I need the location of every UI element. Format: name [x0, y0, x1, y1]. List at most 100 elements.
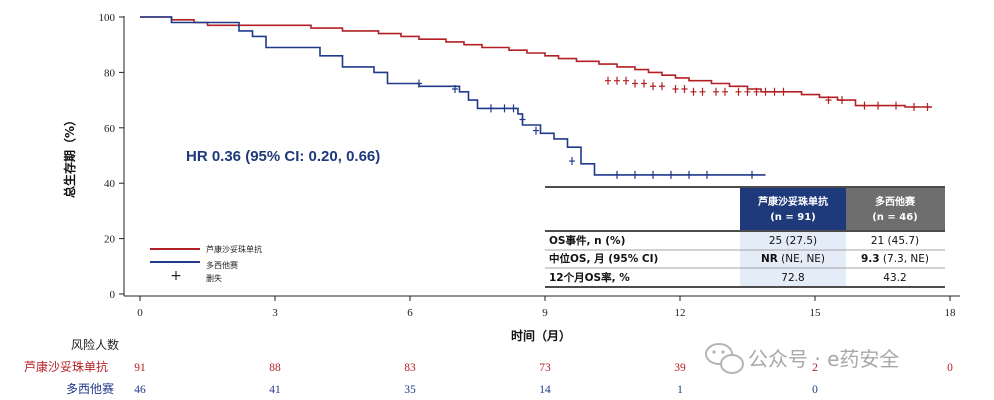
y-tick-label-4: 80 [104, 67, 116, 79]
table-row-1-b-rest: (7.3, NE) [880, 253, 929, 265]
censor-mark-1-10 [650, 170, 656, 179]
censor-mark-1-8 [614, 170, 620, 179]
censor-mark-0-7 [672, 85, 679, 94]
censor-mark-0-10 [699, 87, 706, 96]
censor-mark-1-12 [686, 170, 692, 179]
censor-mark-1-9 [632, 170, 638, 179]
table-row-1-b-bold: 9.3 [861, 253, 880, 265]
censor-mark-1-11 [668, 170, 674, 179]
table-row-0-label: OS事件, n (%) [549, 234, 625, 247]
censor-mark-0-2 [623, 76, 629, 85]
table-row-0-b: 21 (45.7) [871, 235, 919, 247]
risk-value-0-1: 88 [269, 362, 281, 374]
censor-mark-0-4 [641, 79, 647, 88]
table-row-2-label: 12个月OS率, % [549, 271, 630, 284]
risk-value-0-2: 83 [404, 362, 416, 374]
censor-mark-0-19 [825, 96, 832, 105]
table-row-1-a: NR (NE, NE) [761, 253, 825, 265]
x-tick-label-1: 3 [272, 307, 278, 319]
censor-mark-0-18 [780, 87, 787, 96]
table-header-b-line1: 多西他赛 [875, 195, 916, 208]
risk-table-title: 风险人数 [71, 337, 119, 352]
censor-mark-1-5 [519, 115, 526, 124]
censor-mark-0-15 [753, 87, 760, 96]
series-line-0 [140, 16, 932, 108]
risk-value-1-1: 41 [269, 384, 281, 396]
x-ticks: 0 3 6 9 12 15 18 [137, 296, 956, 319]
y-tick-label-3: 60 [104, 123, 116, 135]
censor-mark-0-16 [762, 87, 769, 96]
watermark-text: 公众号 · e药安全 [748, 347, 899, 371]
censor-mark-0-24 [911, 103, 917, 112]
risk-numbers: 91 88 83 73 39 2 0 46 41 35 14 1 0 [134, 362, 953, 396]
risk-value-1-4: 1 [677, 384, 683, 396]
table-row-1-b: 9.3 (7.3, NE) [861, 253, 929, 265]
y-tick-label-2: 40 [104, 178, 116, 190]
censor-mark-0-20 [839, 96, 845, 105]
x-tick-label-0: 0 [137, 307, 143, 319]
censor-mark-0-11 [713, 87, 719, 96]
y-tick-label-5: 100 [99, 12, 116, 24]
hr-annotation: HR 0.36 (95% CI: 0.20, 0.66) [186, 148, 380, 165]
censor-mark-0-22 [875, 101, 881, 110]
table-row-1-label: 中位OS, 月 (95% CI) [549, 252, 658, 265]
x-tick-label-2: 6 [407, 307, 413, 319]
censor-mark-0-1 [614, 76, 620, 85]
censor-mark-1-3 [501, 104, 508, 113]
y-ticks: 0 20 40 60 80 100 [99, 12, 124, 301]
y-axis-title: 总生存期（%） [62, 114, 77, 198]
y-tick-label-1: 20 [104, 234, 116, 246]
risk-value-1-2: 35 [404, 384, 416, 396]
watermark: 公众号 · e药安全 [705, 343, 899, 374]
table-col-a-bg [740, 232, 846, 286]
risk-value-1-5: 0 [812, 384, 818, 396]
table-header-a-line1: 芦康沙妥珠单抗 [758, 195, 828, 208]
table-row-2-a: 72.8 [781, 272, 804, 284]
legend-censor-icon: + [170, 268, 182, 284]
legend-label-1: 多西他赛 [206, 260, 238, 270]
risk-value-0-6: 0 [947, 362, 953, 374]
x-tick-label-3: 9 [542, 307, 548, 319]
legend: 芦康沙妥珠单抗 多西他赛 + 删失 [150, 244, 262, 284]
risk-row-label-1: 多西他赛 [66, 381, 114, 396]
table-row-1-a-rest: (NE, NE) [778, 253, 825, 265]
table-header-a-bg [740, 188, 846, 230]
censor-mark-0-13 [735, 87, 742, 96]
table-row-1-a-bold: NR [761, 253, 778, 265]
risk-value-0-4: 39 [674, 362, 686, 374]
x-tick-label-5: 15 [810, 307, 822, 319]
censor-mark-0-14 [744, 87, 751, 96]
legend-censor-label: 删失 [206, 273, 222, 283]
x-axis-title: 时间（月） [511, 328, 571, 343]
table-row-0-a: 25 (27.5) [769, 235, 817, 247]
x-tick-label-4: 12 [675, 307, 686, 319]
series-line-1 [140, 16, 766, 176]
table-row-2-b: 43.2 [883, 272, 906, 284]
risk-value-1-3: 14 [539, 384, 551, 396]
censor-mark-1-14 [749, 170, 755, 179]
censor-mark-0-8 [681, 85, 688, 94]
y-tick-label-0: 0 [110, 289, 116, 301]
table-header-b-line2: (n = 46) [872, 212, 918, 223]
x-tick-label-6: 18 [945, 307, 957, 319]
censor-mark-1-7 [569, 157, 575, 166]
wechat-icon [705, 343, 744, 374]
risk-row-label-0: 芦康沙妥珠单抗 [24, 359, 108, 374]
censor-mark-1-1 [452, 85, 458, 94]
risk-value-0-0: 91 [134, 362, 146, 374]
risk-value-1-0: 46 [134, 384, 146, 396]
censor-mark-0-25 [924, 103, 931, 112]
risk-value-0-5: 2 [812, 362, 818, 374]
censor-mark-0-17 [771, 87, 778, 96]
censor-mark-1-0 [416, 79, 422, 88]
censor-mark-0-23 [893, 101, 899, 110]
censor-mark-0-0 [605, 76, 611, 85]
censor-mark-1-4 [510, 104, 517, 113]
censor-mark-1-2 [488, 104, 494, 113]
results-table: 芦康沙妥珠单抗 (n = 91) 多西他赛 (n = 46) OS事件, n (… [545, 186, 945, 288]
risk-value-0-3: 73 [539, 362, 551, 374]
censor-mark-0-21 [861, 101, 868, 110]
censor-mark-0-3 [632, 79, 638, 88]
censor-mark-0-5 [650, 82, 656, 91]
